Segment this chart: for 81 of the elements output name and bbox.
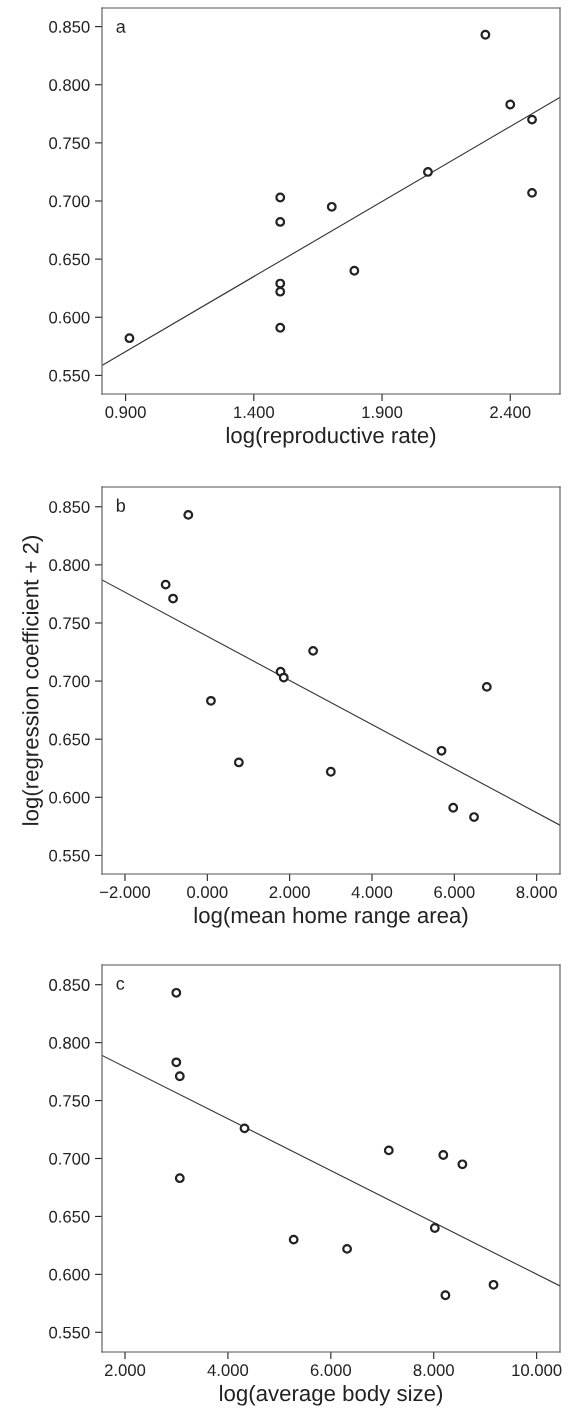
point: [383, 1145, 394, 1156]
x-tick-label: 2.000: [104, 1364, 146, 1377]
y-tick-label: 0.700: [49, 1152, 90, 1165]
y-tick-label: 0.750: [49, 617, 90, 630]
x-tick-label: 4.000: [351, 886, 393, 899]
point: [488, 1279, 499, 1290]
y-tick-label: 0.850: [49, 979, 90, 991]
y-tick-label: 0.750: [49, 137, 90, 150]
x-tick-label: 1.400: [234, 406, 275, 419]
y-tick-label: 0.550: [49, 849, 90, 862]
point: [436, 745, 447, 756]
x-tick-label: 2.000: [269, 886, 310, 899]
point: [527, 187, 537, 198]
y-tick-label: 0.600: [49, 791, 90, 804]
y-tick-label: 0.650: [49, 253, 90, 266]
y-tick-label: 0.550: [49, 369, 90, 382]
x-tick-label: 10.000: [512, 1364, 562, 1377]
point: [429, 1223, 440, 1233]
y-tick-label: 0.850: [49, 21, 90, 33]
point: [457, 1159, 468, 1170]
x-axis-title: log(reproductive rate): [226, 426, 436, 448]
point: [480, 29, 491, 40]
point: [349, 265, 360, 276]
point: [527, 114, 537, 125]
point: [469, 812, 479, 822]
point: [423, 167, 433, 177]
point: [239, 1123, 250, 1134]
x-axis-title: log(average body size): [220, 1384, 443, 1406]
point: [171, 1057, 182, 1068]
x-tick-label: 0.000: [187, 886, 228, 899]
y-tick-label: 0.800: [49, 559, 90, 572]
point: [481, 681, 492, 692]
point: [174, 1173, 185, 1184]
y-tick-label: 0.700: [49, 675, 90, 688]
x-tick-label: 6.000: [310, 1364, 352, 1377]
point: [448, 802, 459, 813]
y-tick-label: 0.600: [49, 311, 90, 324]
x-tick-label: −2.000: [100, 886, 151, 899]
y-axis-title: log(regression coefficient + 2): [22, 536, 43, 825]
x-tick-label: 8.000: [413, 1364, 454, 1377]
y-tick-label: 0.750: [49, 1094, 90, 1107]
point: [342, 1243, 352, 1254]
y-tick-label: 0.550: [49, 1326, 90, 1339]
point: [505, 99, 516, 110]
y-tick-label: 0.650: [49, 1210, 90, 1223]
x-tick-label: 0.900: [105, 406, 146, 419]
point: [171, 987, 182, 998]
x-axis-title: log(mean home range area): [194, 906, 468, 928]
y-tick-label: 0.800: [49, 1037, 90, 1049]
x-tick-label: 6.000: [434, 886, 475, 899]
x-tick-label: 4.000: [207, 1364, 249, 1377]
point: [160, 579, 171, 590]
point: [288, 1234, 299, 1245]
x-tick-label: 1.900: [362, 406, 403, 419]
point: [325, 766, 336, 777]
point: [275, 192, 286, 203]
y-tick-label: 0.700: [49, 195, 90, 208]
point: [174, 1071, 185, 1082]
point: [275, 286, 286, 297]
point: [326, 201, 337, 212]
x-tick-label: 8.000: [516, 886, 557, 899]
point: [206, 695, 216, 706]
y-tick-label: 0.650: [49, 733, 90, 746]
y-tick-label: 0.600: [49, 1268, 90, 1281]
y-tick-label: 0.850: [49, 501, 90, 513]
point: [183, 509, 194, 520]
annotation: b: [116, 498, 126, 512]
point: [275, 278, 286, 289]
annotation: a: [116, 22, 126, 33]
point: [440, 1290, 451, 1301]
point: [278, 672, 289, 683]
y-tick-label: 0.800: [49, 79, 90, 91]
point: [233, 757, 244, 768]
point: [308, 645, 319, 656]
annotation: c: [116, 979, 125, 990]
x-tick-label: 2.400: [490, 406, 531, 419]
point: [168, 593, 178, 604]
point: [275, 217, 286, 227]
point: [124, 333, 135, 344]
point: [275, 322, 286, 333]
point: [438, 1150, 449, 1160]
